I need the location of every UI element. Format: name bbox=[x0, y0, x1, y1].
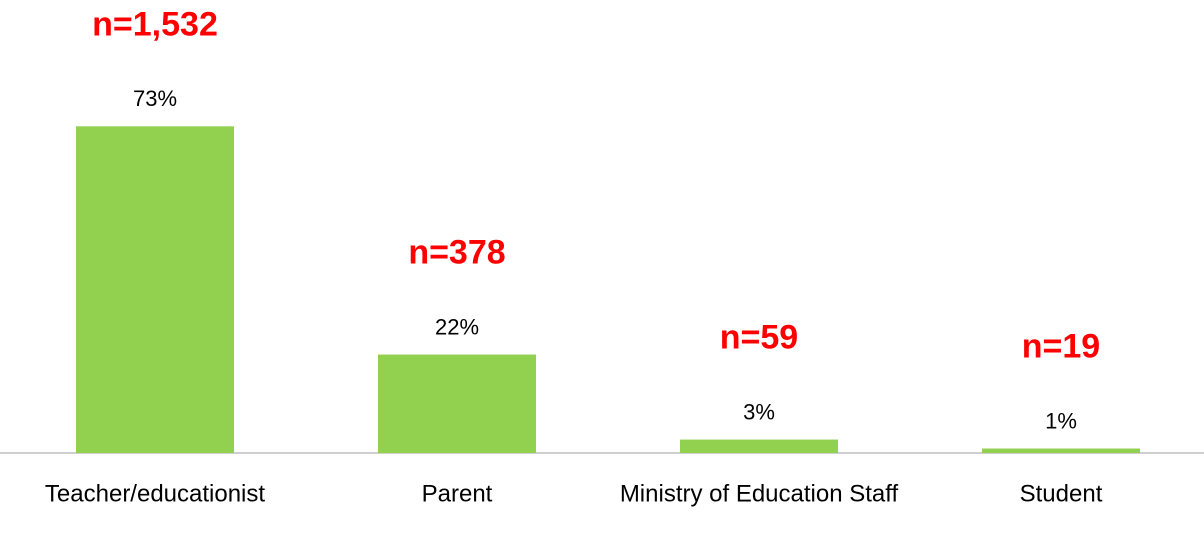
x-tick-label: Student bbox=[1020, 480, 1103, 507]
value-label: 22% bbox=[435, 314, 479, 339]
bar bbox=[378, 354, 536, 453]
annotation: n=19 bbox=[1022, 328, 1100, 366]
bar bbox=[76, 126, 234, 453]
x-tick-label: Ministry of Education Staff bbox=[620, 480, 899, 507]
value-label: 1% bbox=[1045, 408, 1077, 433]
bar bbox=[982, 448, 1140, 453]
annotation: n=378 bbox=[408, 234, 505, 272]
annotation: n=59 bbox=[720, 319, 798, 357]
bar bbox=[680, 439, 838, 453]
value-label: 73% bbox=[133, 86, 177, 111]
annotation: n=1,532 bbox=[92, 5, 218, 43]
x-tick-label: Teacher/educationist bbox=[45, 480, 265, 507]
x-tick-label: Parent bbox=[422, 480, 493, 507]
value-label: 3% bbox=[743, 399, 775, 424]
